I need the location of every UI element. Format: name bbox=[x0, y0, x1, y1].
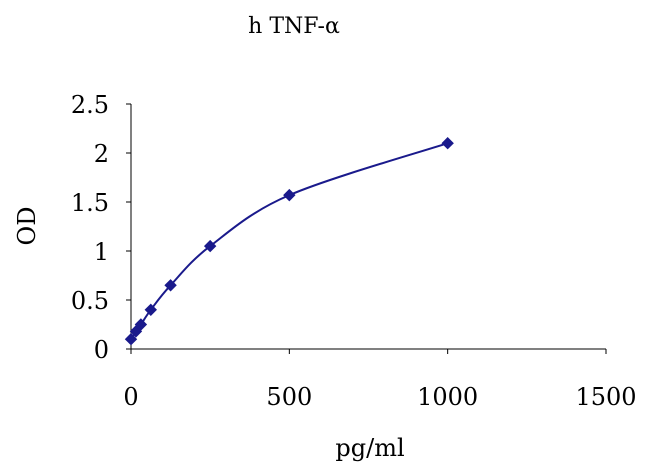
y-axis-label: OD bbox=[13, 207, 41, 246]
data-point-marker bbox=[129, 325, 143, 338]
y-tick-label: 2.5 bbox=[71, 91, 109, 119]
data-point-marker bbox=[134, 318, 148, 331]
y-tick-label: 1 bbox=[94, 238, 109, 266]
data-point-marker bbox=[164, 279, 177, 292]
x-tick-label: 1000 bbox=[417, 383, 478, 411]
chart-title: h TNF-α bbox=[248, 14, 340, 39]
data-point-marker bbox=[203, 239, 217, 253]
x-tick-label: 1500 bbox=[575, 383, 636, 411]
axes bbox=[130, 104, 606, 350]
x-tick-label: 0 bbox=[123, 383, 138, 411]
x-tick-label: 500 bbox=[266, 383, 312, 411]
data-point-marker bbox=[283, 188, 296, 202]
data-point-marker bbox=[441, 136, 454, 150]
data-markers bbox=[124, 136, 454, 346]
y-tick-label: 0 bbox=[94, 336, 109, 364]
ticks: 0 0.5 1 1.5 2 2.5 0 500 1000 1500 bbox=[71, 91, 637, 411]
data-curves bbox=[130, 142, 448, 340]
y-tick-label: 2 bbox=[94, 140, 109, 168]
data-point-marker bbox=[124, 332, 138, 346]
data-point-marker bbox=[144, 303, 157, 317]
series-line bbox=[130, 142, 448, 340]
y-tick-label: 1.5 bbox=[71, 189, 109, 217]
y-tick-label: 0.5 bbox=[71, 287, 109, 315]
x-axis-label: pg/ml bbox=[335, 434, 404, 462]
